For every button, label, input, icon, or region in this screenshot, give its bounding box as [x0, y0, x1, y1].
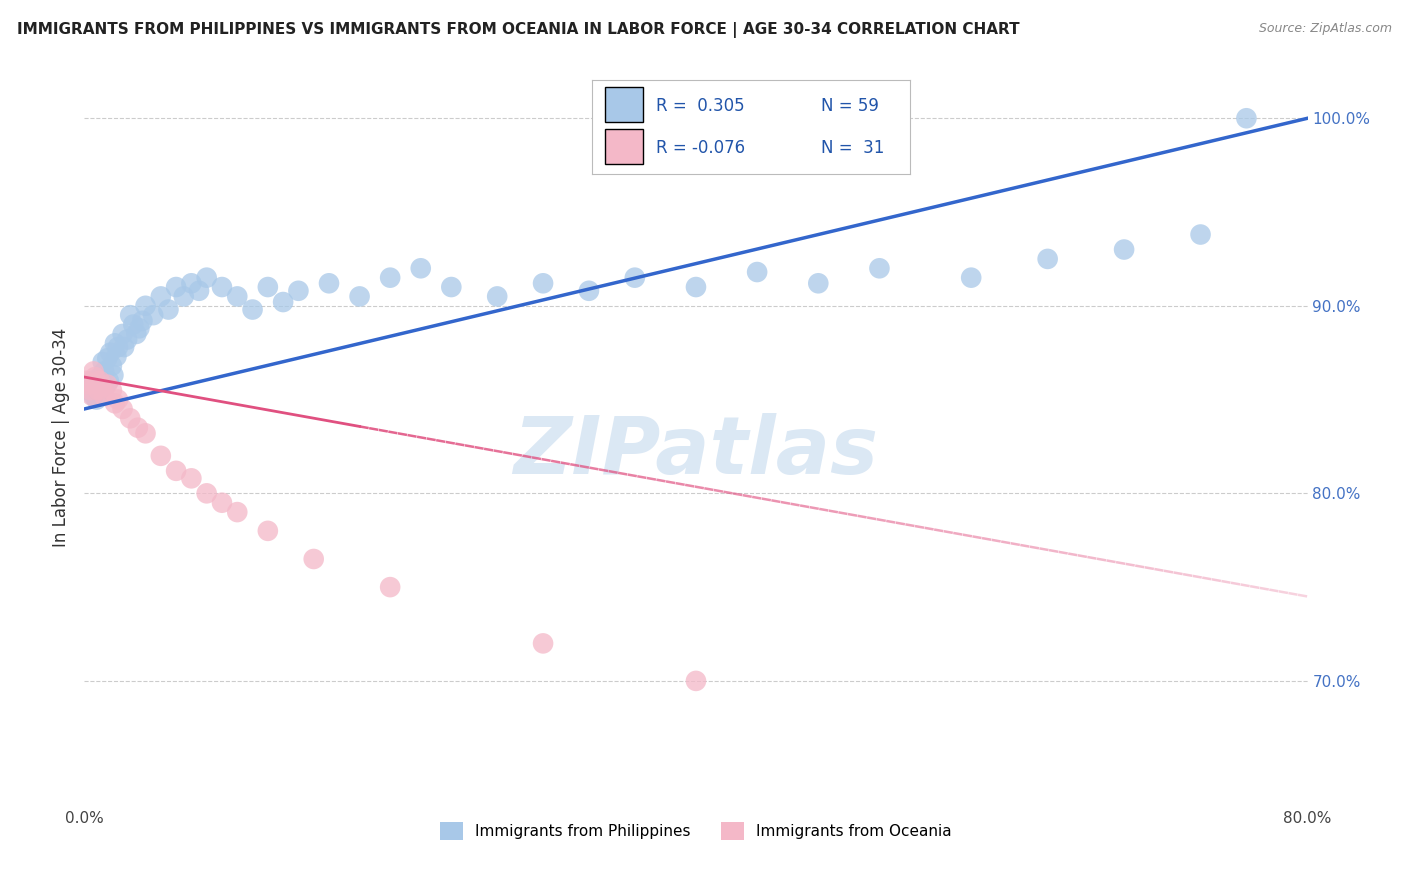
- Point: [120, 411, 142, 425]
- Text: Source: ZipAtlas.com: Source: ZipAtlas.com: [1258, 22, 1392, 36]
- Point: [226, 505, 249, 519]
- Point: [89, 370, 111, 384]
- Point: [1189, 227, 1212, 242]
- Legend: Immigrants from Philippines, Immigrants from Oceania: Immigrants from Philippines, Immigrants …: [434, 815, 957, 847]
- Point: [97, 374, 120, 388]
- Point: [380, 580, 402, 594]
- Point: [77, 377, 100, 392]
- Point: [89, 374, 111, 388]
- Point: [91, 355, 114, 369]
- Point: [188, 284, 211, 298]
- Point: [149, 449, 172, 463]
- Text: ZIPatlas: ZIPatlas: [513, 413, 879, 491]
- Point: [960, 270, 983, 285]
- Point: [83, 389, 105, 403]
- Point: [869, 261, 891, 276]
- Point: [98, 345, 121, 359]
- Point: [578, 284, 600, 298]
- Point: [93, 389, 115, 403]
- Point: [84, 377, 107, 392]
- Point: [180, 471, 202, 485]
- Point: [173, 289, 195, 303]
- Point: [104, 336, 127, 351]
- Point: [122, 318, 145, 332]
- Point: [349, 289, 371, 303]
- Point: [440, 280, 463, 294]
- Point: [211, 496, 233, 510]
- Point: [111, 326, 134, 341]
- Point: [79, 383, 101, 397]
- Point: [1114, 243, 1136, 257]
- Point: [624, 270, 647, 285]
- Point: [107, 340, 129, 354]
- Point: [135, 299, 157, 313]
- Point: [380, 270, 402, 285]
- Point: [105, 350, 128, 364]
- Point: [83, 364, 105, 378]
- Point: [165, 280, 187, 294]
- Point: [93, 364, 115, 378]
- Point: [807, 277, 830, 291]
- Point: [180, 277, 202, 291]
- Point: [531, 277, 554, 291]
- Point: [127, 420, 149, 434]
- Point: [211, 280, 233, 294]
- Point: [242, 302, 264, 317]
- Point: [86, 377, 108, 392]
- Point: [226, 289, 249, 303]
- Point: [75, 374, 97, 388]
- Point: [318, 277, 340, 291]
- Point: [409, 261, 432, 276]
- Point: [96, 351, 118, 366]
- Point: [1036, 252, 1059, 266]
- Point: [86, 392, 108, 407]
- Point: [107, 392, 129, 407]
- Point: [149, 289, 172, 303]
- Point: [96, 377, 118, 392]
- Point: [195, 486, 218, 500]
- Point: [115, 333, 138, 347]
- Point: [90, 379, 112, 393]
- Point: [77, 383, 100, 397]
- Point: [531, 636, 554, 650]
- Text: IMMIGRANTS FROM PHILIPPINES VS IMMIGRANTS FROM OCEANIA IN LABOR FORCE | AGE 30-3: IMMIGRANTS FROM PHILIPPINES VS IMMIGRANT…: [17, 22, 1019, 38]
- Y-axis label: In Labor Force | Age 30-34: In Labor Force | Age 30-34: [52, 327, 70, 547]
- Point: [131, 314, 153, 328]
- Point: [165, 464, 187, 478]
- Point: [257, 524, 280, 538]
- Point: [257, 280, 280, 294]
- Point: [747, 265, 769, 279]
- Point: [486, 289, 509, 303]
- Point: [103, 368, 125, 383]
- Point: [80, 374, 103, 388]
- Point: [195, 270, 218, 285]
- Point: [157, 302, 180, 317]
- Point: [128, 321, 150, 335]
- Point: [685, 280, 707, 294]
- Point: [112, 340, 135, 354]
- Point: [287, 284, 309, 298]
- Point: [135, 426, 157, 441]
- Point: [91, 383, 114, 397]
- Point: [101, 383, 124, 397]
- Point: [142, 308, 165, 322]
- Point: [125, 326, 148, 341]
- Point: [271, 295, 294, 310]
- Point: [90, 381, 112, 395]
- Point: [302, 552, 325, 566]
- Point: [111, 401, 134, 416]
- Point: [94, 377, 117, 392]
- Point: [685, 673, 707, 688]
- Point: [80, 389, 103, 403]
- Point: [1236, 112, 1258, 126]
- Point: [101, 359, 124, 373]
- Point: [104, 396, 127, 410]
- Point: [84, 370, 107, 384]
- Point: [87, 383, 110, 397]
- Point: [120, 308, 142, 322]
